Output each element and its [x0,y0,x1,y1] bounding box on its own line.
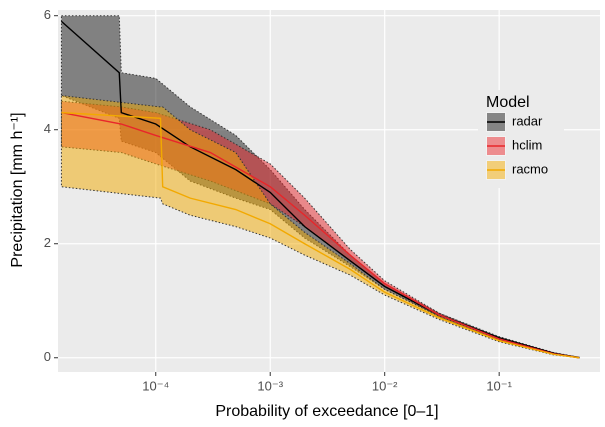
series-line [61,111,580,359]
ribbon [60,15,580,359]
series-line [61,111,580,359]
y-tick-label: 4 [44,121,51,136]
x-tick-label: 10⁻¹ [486,378,512,393]
series-line [60,20,580,359]
lines [60,20,580,359]
legend: Model radar hclim racmo [478,90,564,188]
y-tick-label: 6 [44,7,51,22]
legend-label: hclim [512,137,542,152]
y-axis-title: Precipitation [mm h⁻¹] [9,112,26,267]
x-tick-label: 10⁻³ [257,378,283,393]
legend-label: racmo [512,161,548,176]
x-tick-label: 10⁻⁴ [142,378,169,393]
ribbon [60,94,580,359]
y-tick-label: 0 [44,349,51,364]
legend-label: radar [512,113,543,128]
y-tick-label: 2 [44,235,51,250]
x-tick-label: 10⁻² [372,378,398,393]
legend-title: Model [486,94,530,111]
x-axis-title: Probability of exceedance [0–1] [215,403,438,420]
